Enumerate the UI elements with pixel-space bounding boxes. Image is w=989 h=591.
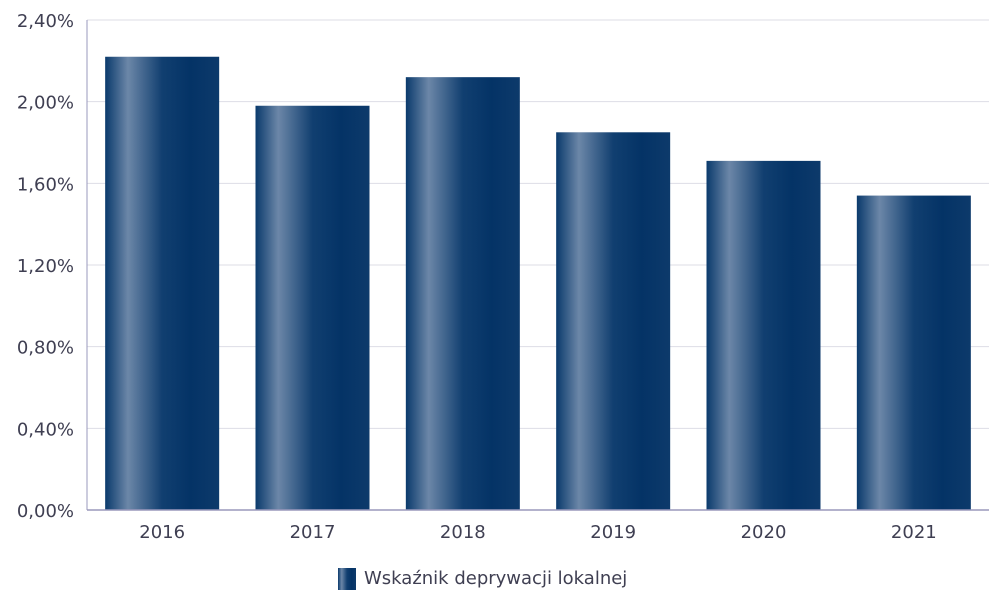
bar-2020 bbox=[706, 160, 821, 510]
y-tick-label: 0,00% bbox=[17, 501, 74, 522]
x-tick-label: 2017 bbox=[290, 522, 336, 543]
legend: Wskaźnik deprywacji lokalnej bbox=[338, 568, 627, 590]
x-tick-label: 2016 bbox=[139, 522, 185, 543]
bar-2016 bbox=[105, 56, 220, 510]
legend-label: Wskaźnik deprywacji lokalnej bbox=[364, 568, 627, 589]
y-axis-tick-labels: 0,00% 0,40% 0,80% 1,20% 1,60% 2,00% 2,40% bbox=[17, 11, 74, 522]
bars bbox=[105, 56, 971, 511]
legend-swatch bbox=[338, 568, 356, 590]
x-tick-label: 2020 bbox=[741, 522, 787, 543]
y-tick-label: 0,80% bbox=[17, 338, 74, 359]
x-tick-label: 2019 bbox=[590, 522, 636, 543]
bar-2021 bbox=[856, 195, 971, 511]
x-axis-tick-labels: 2016 2017 2018 2019 2020 2021 bbox=[139, 522, 936, 543]
x-tick-label: 2021 bbox=[891, 522, 937, 543]
y-tick-label: 2,00% bbox=[17, 93, 74, 114]
bar-2017 bbox=[255, 105, 370, 510]
y-tick-label: 2,40% bbox=[17, 11, 74, 32]
x-tick-label: 2018 bbox=[440, 522, 486, 543]
axes bbox=[86, 20, 989, 511]
y-tick-label: 0,40% bbox=[17, 419, 74, 440]
gridlines bbox=[87, 19, 989, 429]
bar-2019 bbox=[556, 132, 671, 510]
bar-2018 bbox=[405, 77, 520, 511]
y-tick-label: 1,20% bbox=[17, 256, 74, 277]
y-tick-label: 1,60% bbox=[17, 174, 74, 195]
